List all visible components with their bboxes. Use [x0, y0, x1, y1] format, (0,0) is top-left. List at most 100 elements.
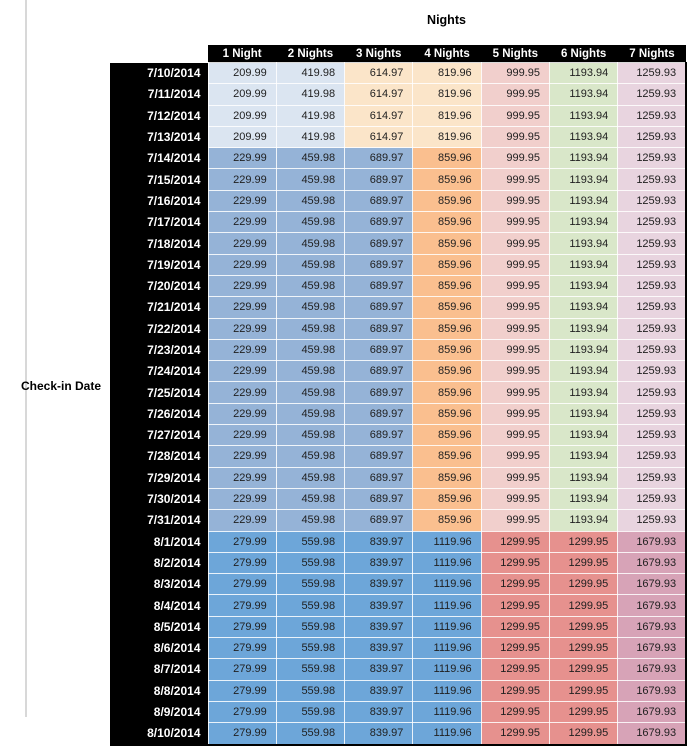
- price-cell[interactable]: 1193.94: [548, 274, 619, 298]
- price-cell[interactable]: 1299.95: [480, 551, 550, 575]
- price-cell[interactable]: 559.98: [275, 722, 346, 746]
- price-cell[interactable]: 1193.94: [548, 189, 619, 213]
- price-cell[interactable]: 839.97: [344, 700, 414, 724]
- price-cell[interactable]: 1193.94: [548, 381, 619, 404]
- price-cell[interactable]: 999.95: [480, 402, 550, 426]
- price-cell[interactable]: 1679.93: [617, 722, 688, 746]
- price-cell[interactable]: 229.99: [207, 487, 277, 511]
- price-cell[interactable]: 229.99: [207, 360, 277, 383]
- price-cell[interactable]: 1259.93: [617, 61, 688, 85]
- price-cell[interactable]: 614.97: [344, 61, 414, 85]
- price-cell[interactable]: 1299.95: [480, 637, 550, 660]
- price-cell[interactable]: 999.95: [480, 487, 550, 511]
- price-cell[interactable]: 689.97: [344, 402, 414, 426]
- price-cell[interactable]: 999.95: [480, 424, 550, 447]
- price-cell[interactable]: 1259.93: [617, 147, 688, 170]
- price-cell[interactable]: 1119.96: [412, 530, 482, 553]
- price-cell[interactable]: 1259.93: [617, 253, 688, 276]
- price-cell[interactable]: 229.99: [207, 466, 277, 489]
- price-cell[interactable]: 999.95: [480, 381, 550, 404]
- price-cell[interactable]: 279.99: [207, 573, 277, 596]
- price-cell[interactable]: 1299.95: [548, 679, 619, 702]
- price-cell[interactable]: 1299.95: [480, 573, 550, 596]
- price-cell[interactable]: 819.96: [412, 125, 482, 149]
- price-cell[interactable]: 999.95: [480, 125, 550, 149]
- price-cell[interactable]: 1299.95: [548, 573, 619, 596]
- price-cell[interactable]: 419.98: [275, 83, 346, 106]
- price-cell[interactable]: 1193.94: [548, 211, 619, 234]
- price-cell[interactable]: 1119.96: [412, 551, 482, 575]
- price-cell[interactable]: 859.96: [412, 253, 482, 276]
- price-cell[interactable]: 1299.95: [548, 700, 619, 724]
- price-cell[interactable]: 1119.96: [412, 658, 482, 681]
- price-cell[interactable]: 1259.93: [617, 338, 688, 362]
- price-cell[interactable]: 999.95: [480, 360, 550, 383]
- price-cell[interactable]: 459.98: [275, 487, 346, 511]
- price-cell[interactable]: 459.98: [275, 296, 346, 319]
- price-cell[interactable]: 559.98: [275, 679, 346, 702]
- price-cell[interactable]: 859.96: [412, 274, 482, 298]
- price-cell[interactable]: 1119.96: [412, 679, 482, 702]
- price-cell[interactable]: 1679.93: [617, 700, 688, 724]
- price-cell[interactable]: 279.99: [207, 658, 277, 681]
- price-cell[interactable]: 1299.95: [548, 594, 619, 617]
- price-cell[interactable]: 689.97: [344, 296, 414, 319]
- price-cell[interactable]: 859.96: [412, 338, 482, 362]
- price-cell[interactable]: 459.98: [275, 445, 346, 468]
- price-cell[interactable]: 279.99: [207, 637, 277, 660]
- price-cell[interactable]: 229.99: [207, 338, 277, 362]
- price-cell[interactable]: 279.99: [207, 679, 277, 702]
- price-cell[interactable]: 1193.94: [548, 83, 619, 106]
- price-cell[interactable]: 229.99: [207, 296, 277, 319]
- price-cell[interactable]: 1679.93: [617, 551, 688, 575]
- price-cell[interactable]: 209.99: [207, 83, 277, 106]
- price-cell[interactable]: 1193.94: [548, 424, 619, 447]
- price-cell[interactable]: 1193.94: [548, 147, 619, 170]
- price-cell[interactable]: 689.97: [344, 189, 414, 213]
- price-cell[interactable]: 999.95: [480, 168, 550, 191]
- price-cell[interactable]: 999.95: [480, 317, 550, 340]
- price-cell[interactable]: 839.97: [344, 594, 414, 617]
- price-cell[interactable]: 859.96: [412, 487, 482, 511]
- price-cell[interactable]: 839.97: [344, 679, 414, 702]
- price-cell[interactable]: 459.98: [275, 402, 346, 426]
- price-cell[interactable]: 559.98: [275, 637, 346, 660]
- price-cell[interactable]: 559.98: [275, 615, 346, 639]
- price-cell[interactable]: 859.96: [412, 360, 482, 383]
- price-cell[interactable]: 459.98: [275, 274, 346, 298]
- price-cell[interactable]: 999.95: [480, 445, 550, 468]
- price-cell[interactable]: 689.97: [344, 317, 414, 340]
- price-cell[interactable]: 839.97: [344, 530, 414, 553]
- price-cell[interactable]: 459.98: [275, 147, 346, 170]
- price-cell[interactable]: 689.97: [344, 232, 414, 255]
- price-cell[interactable]: 689.97: [344, 381, 414, 404]
- price-cell[interactable]: 1259.93: [617, 487, 688, 511]
- price-cell[interactable]: 1679.93: [617, 530, 688, 553]
- price-cell[interactable]: 279.99: [207, 530, 277, 553]
- price-cell[interactable]: 459.98: [275, 168, 346, 191]
- price-cell[interactable]: 689.97: [344, 424, 414, 447]
- price-cell[interactable]: 229.99: [207, 509, 277, 532]
- price-cell[interactable]: 859.96: [412, 381, 482, 404]
- price-cell[interactable]: 999.95: [480, 253, 550, 276]
- price-cell[interactable]: 614.97: [344, 104, 414, 127]
- price-cell[interactable]: 1299.95: [480, 615, 550, 639]
- price-cell[interactable]: 859.96: [412, 232, 482, 255]
- price-cell[interactable]: 279.99: [207, 700, 277, 724]
- price-cell[interactable]: 1679.93: [617, 679, 688, 702]
- price-cell[interactable]: 459.98: [275, 360, 346, 383]
- price-cell[interactable]: 859.96: [412, 466, 482, 489]
- price-cell[interactable]: 1259.93: [617, 509, 688, 532]
- price-cell[interactable]: 1259.93: [617, 274, 688, 298]
- price-cell[interactable]: 1193.94: [548, 402, 619, 426]
- price-cell[interactable]: 999.95: [480, 274, 550, 298]
- price-cell[interactable]: 1119.96: [412, 573, 482, 596]
- price-cell[interactable]: 689.97: [344, 360, 414, 383]
- price-cell[interactable]: 229.99: [207, 253, 277, 276]
- price-cell[interactable]: 1119.96: [412, 594, 482, 617]
- price-cell[interactable]: 999.95: [480, 232, 550, 255]
- price-cell[interactable]: 1119.96: [412, 637, 482, 660]
- price-cell[interactable]: 1193.94: [548, 168, 619, 191]
- price-cell[interactable]: 1193.94: [548, 104, 619, 127]
- price-cell[interactable]: 839.97: [344, 615, 414, 639]
